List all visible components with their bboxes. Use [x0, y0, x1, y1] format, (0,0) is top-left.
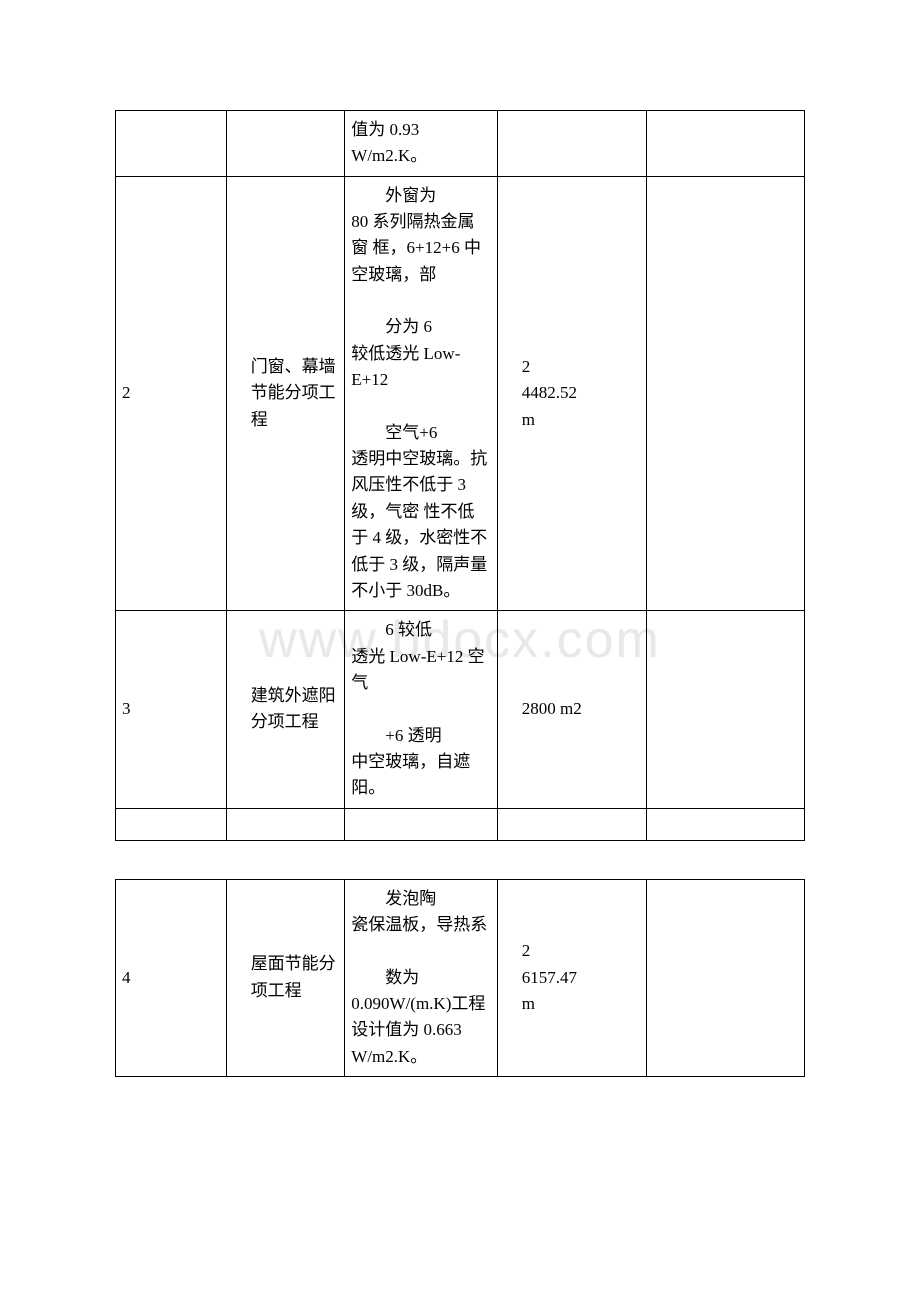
desc-text: 中空玻璃，自遮阳。 [351, 749, 490, 802]
desc-text: 透光 Low-E+12 空气 [351, 644, 490, 697]
cell-index: 4 [116, 879, 227, 1076]
cell-remark [646, 879, 804, 1076]
cell-value: 2800 m2 [497, 611, 646, 808]
construction-table-1: 值为 0.93 W/m2.K。 2 门窗、幕墙节能分项工程 外窗为 80 系列隔… [115, 110, 805, 841]
value-unit: m [522, 407, 640, 433]
desc-text: +6 透明 [351, 723, 490, 749]
desc-text: 0.090W/(m.K)工程 设计值为 0.663 W/m2.K。 [351, 991, 490, 1070]
cell-empty [116, 808, 227, 840]
cell-item [226, 111, 345, 177]
table-row: 值为 0.93 W/m2.K。 [116, 111, 805, 177]
cell-remark [646, 176, 804, 611]
cell-empty [345, 808, 497, 840]
desc-text: 外窗为 [351, 183, 490, 209]
cell-item: 建筑外遮阳分项工程 [226, 611, 345, 808]
desc-text: 数为 [351, 965, 490, 991]
desc-text: 80 系列隔热金属窗 框，6+12+6 中空玻璃，部 [351, 209, 490, 288]
value-num: 4482.52 [522, 380, 640, 406]
cell-index: 2 [116, 176, 227, 611]
cell-desc: 6 较低 透光 Low-E+12 空气 +6 透明 中空玻璃，自遮阳。 [345, 611, 497, 808]
desc-text: 空气+6 [351, 420, 490, 446]
cell-empty [497, 808, 646, 840]
desc-text: 发泡陶 [351, 886, 490, 912]
value-num: 6157.47 [522, 965, 640, 991]
desc-text: 较低透光 Low-E+12 [351, 341, 490, 394]
desc-text: 分为 6 [351, 314, 490, 340]
construction-table-2: 4 屋面节能分项工程 发泡陶 瓷保温板，导热系 数为 0.090W/(m.K)工… [115, 879, 805, 1077]
cell-value: 2 6157.47 m [497, 879, 646, 1076]
desc-text: 瓷保温板，导热系 [351, 912, 490, 938]
value-sup: 2 [522, 354, 640, 380]
cell-remark [646, 611, 804, 808]
table-row-empty [116, 808, 805, 840]
desc-text: 6 较低 [351, 617, 490, 643]
cell-desc: 发泡陶 瓷保温板，导热系 数为 0.090W/(m.K)工程 设计值为 0.66… [345, 879, 497, 1076]
table-row: 3 建筑外遮阳分项工程 6 较低 透光 Low-E+12 空气 +6 透明 中空… [116, 611, 805, 808]
cell-index [116, 111, 227, 177]
desc-text: 值为 0.93 W/m2.K。 [351, 117, 490, 170]
cell-empty [226, 808, 345, 840]
cell-desc: 值为 0.93 W/m2.K。 [345, 111, 497, 177]
cell-value [497, 111, 646, 177]
cell-item: 屋面节能分项工程 [226, 879, 345, 1076]
cell-empty [646, 808, 804, 840]
table-row: 4 屋面节能分项工程 发泡陶 瓷保温板，导热系 数为 0.090W/(m.K)工… [116, 879, 805, 1076]
cell-value: 2 4482.52 m [497, 176, 646, 611]
value-unit: m [522, 991, 640, 1017]
table-gap [115, 841, 805, 879]
table-row: 2 门窗、幕墙节能分项工程 外窗为 80 系列隔热金属窗 框，6+12+6 中空… [116, 176, 805, 611]
desc-text: 透明中空玻璃。抗 风压性不低于 3 级，气密 性不低于 4 级，水密性不低于 3… [351, 446, 490, 604]
cell-item: 门窗、幕墙节能分项工程 [226, 176, 345, 611]
cell-desc: 外窗为 80 系列隔热金属窗 框，6+12+6 中空玻璃，部 分为 6 较低透光… [345, 176, 497, 611]
cell-remark [646, 111, 804, 177]
value-sup: 2 [522, 938, 640, 964]
cell-index: 3 [116, 611, 227, 808]
